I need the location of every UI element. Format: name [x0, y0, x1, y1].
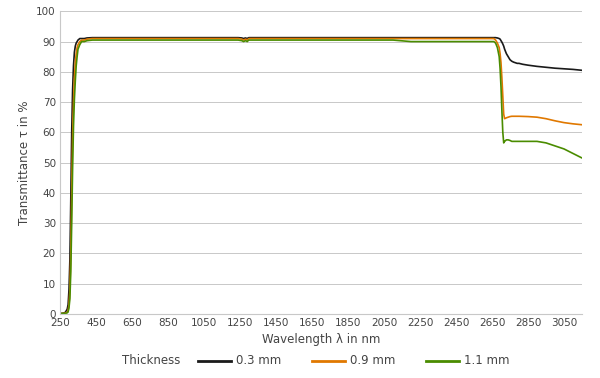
0.9 mm — [56, 311, 64, 316]
0.3 mm — [89, 36, 96, 40]
1.1 mm — [56, 311, 64, 316]
0.9 mm — [209, 36, 217, 41]
Line: 0.3 mm: 0.3 mm — [60, 38, 582, 313]
X-axis label: Wavelength λ in nm: Wavelength λ in nm — [262, 333, 380, 347]
0.9 mm — [524, 114, 532, 119]
0.3 mm — [235, 36, 242, 40]
Text: 0.3 mm: 0.3 mm — [236, 355, 281, 367]
1.1 mm — [524, 139, 532, 144]
1.1 mm — [578, 156, 586, 160]
0.3 mm — [425, 36, 433, 40]
0.9 mm — [281, 36, 289, 41]
Line: 1.1 mm: 1.1 mm — [60, 40, 582, 314]
Y-axis label: Transmittance τ in %: Transmittance τ in % — [17, 100, 31, 225]
0.9 mm — [506, 114, 514, 119]
0.9 mm — [76, 39, 83, 44]
1.1 mm — [209, 38, 217, 42]
1.1 mm — [503, 138, 510, 142]
0.3 mm — [56, 311, 64, 316]
0.9 mm — [89, 36, 96, 41]
0.3 mm — [245, 36, 252, 40]
1.1 mm — [76, 42, 83, 47]
0.3 mm — [247, 36, 254, 40]
Line: 0.9 mm: 0.9 mm — [60, 39, 582, 314]
0.9 mm — [503, 116, 510, 120]
Text: 1.1 mm: 1.1 mm — [464, 355, 509, 367]
0.3 mm — [578, 68, 586, 73]
1.1 mm — [281, 38, 289, 42]
0.9 mm — [578, 122, 586, 127]
Text: 0.9 mm: 0.9 mm — [350, 355, 395, 367]
0.3 mm — [74, 38, 82, 42]
Text: Thickness: Thickness — [122, 355, 180, 367]
0.3 mm — [238, 36, 245, 40]
1.1 mm — [506, 138, 514, 143]
1.1 mm — [89, 38, 96, 42]
